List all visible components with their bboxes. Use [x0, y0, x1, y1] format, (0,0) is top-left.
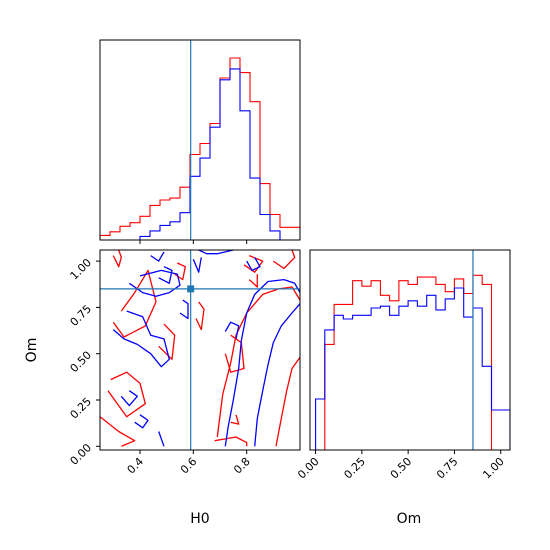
contour-line-0-12: [224, 334, 245, 373]
contour-line-0-10: [275, 357, 300, 447]
contour-line-1-10: [224, 278, 300, 447]
contour-line-0-2: [107, 371, 146, 418]
contour-line-0-4: [158, 323, 176, 360]
contour-line-1-4: [120, 390, 138, 407]
contour-line-1-13: [246, 257, 261, 272]
contour-line-0-6: [195, 301, 205, 331]
x-axis-label-om: Om: [397, 511, 422, 527]
contour-line-1-9: [158, 431, 165, 447]
histogram-series-1: [315, 287, 510, 450]
contour-line-1-5: [134, 414, 149, 429]
contour-line-0-14: [248, 274, 258, 288]
contour-line-0-1: [112, 269, 157, 338]
om-histogram-frame: [309, 249, 511, 451]
contour-line-1-3: [112, 310, 170, 368]
contour-line-0-11: [214, 436, 248, 447]
contour-line-0-5: [174, 262, 186, 281]
contour-line-1-6: [179, 299, 189, 320]
contour-line-1-8: [198, 250, 234, 255]
om-histogram-panel: 0.00 0.25 0.50 0.75 1.00: [295, 249, 511, 481]
contour-line-0-3: [100, 416, 136, 447]
histogram-series-1: [100, 68, 300, 240]
contour-line-0-13: [230, 414, 240, 425]
contour-line-1-12: [224, 321, 240, 340]
h0-histogram-frame: [99, 39, 301, 241]
contour-line-0-8: [272, 250, 296, 270]
histogram-series-0: [100, 57, 300, 240]
contour-line-1-7: [192, 257, 202, 273]
x-axis-label-h0: H0: [190, 511, 209, 527]
truth-point-marker: [187, 285, 195, 293]
h0-histogram-panel: [99, 39, 301, 244]
contour-line-0-0: [112, 250, 122, 268]
contour-line-1-1: [158, 266, 173, 284]
contour-line-1-11: [254, 303, 300, 447]
contour-line-1-0: [150, 251, 165, 262]
y-axis-label-om: Om: [24, 338, 40, 363]
contour-frame: [99, 249, 301, 451]
